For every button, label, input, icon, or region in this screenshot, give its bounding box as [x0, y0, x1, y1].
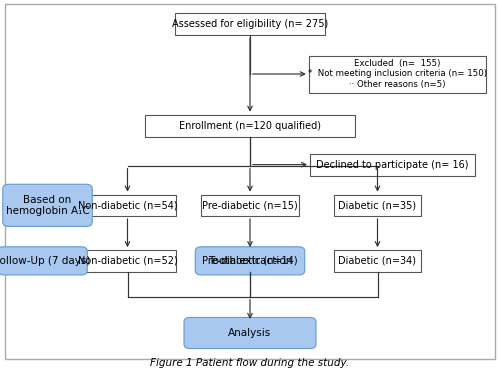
FancyBboxPatch shape — [79, 195, 176, 216]
FancyBboxPatch shape — [184, 317, 316, 349]
FancyBboxPatch shape — [79, 250, 176, 272]
Text: Follow-Up (7 days): Follow-Up (7 days) — [0, 256, 90, 266]
Text: Pre-diabetic (n=15): Pre-diabetic (n=15) — [202, 200, 298, 211]
FancyBboxPatch shape — [201, 250, 298, 272]
Text: Declined to participate (n= 16): Declined to participate (n= 16) — [316, 159, 469, 170]
FancyBboxPatch shape — [309, 56, 486, 92]
FancyBboxPatch shape — [175, 13, 325, 35]
Text: Assessed for eligibility (n= 275): Assessed for eligibility (n= 275) — [172, 19, 328, 29]
Text: Figure 1 Patient flow during the study.: Figure 1 Patient flow during the study. — [150, 358, 350, 368]
Text: Based on
hemoglobin A₁C: Based on hemoglobin A₁C — [6, 195, 89, 216]
Text: Diabetic (n=34): Diabetic (n=34) — [338, 256, 416, 266]
Text: Enrollment (n=120 qualified): Enrollment (n=120 qualified) — [179, 121, 321, 131]
Text: Analysis: Analysis — [228, 328, 272, 338]
FancyBboxPatch shape — [145, 115, 355, 137]
Text: Pre-diabetic (n=14): Pre-diabetic (n=14) — [202, 256, 298, 266]
FancyBboxPatch shape — [0, 247, 88, 275]
Text: Excluded  (n=  155)
*  Not meeting inclusion criteria (n= 150)
·· Other reasons : Excluded (n= 155) * Not meeting inclusio… — [308, 59, 487, 89]
FancyBboxPatch shape — [195, 247, 304, 275]
FancyBboxPatch shape — [3, 184, 92, 226]
Text: Tooth extraction: Tooth extraction — [208, 256, 292, 266]
FancyBboxPatch shape — [201, 195, 298, 216]
FancyBboxPatch shape — [310, 154, 475, 176]
Text: Diabetic (n=35): Diabetic (n=35) — [338, 200, 416, 211]
FancyBboxPatch shape — [334, 195, 421, 216]
Text: Non-diabetic (n=54): Non-diabetic (n=54) — [78, 200, 178, 211]
FancyBboxPatch shape — [334, 250, 421, 272]
Text: Non-diabetic (n=52): Non-diabetic (n=52) — [78, 256, 178, 266]
